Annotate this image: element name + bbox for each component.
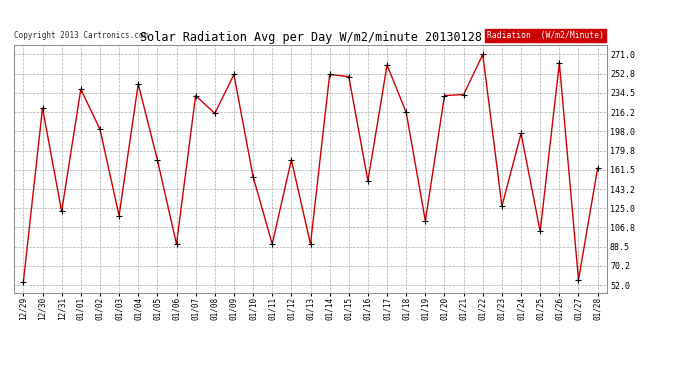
Text: Radiation  (W/m2/Minute): Radiation (W/m2/Minute) xyxy=(487,31,604,40)
Title: Solar Radiation Avg per Day W/m2/minute 20130128: Solar Radiation Avg per Day W/m2/minute … xyxy=(139,31,482,44)
Text: Copyright 2013 Cartronics.com: Copyright 2013 Cartronics.com xyxy=(14,31,148,40)
